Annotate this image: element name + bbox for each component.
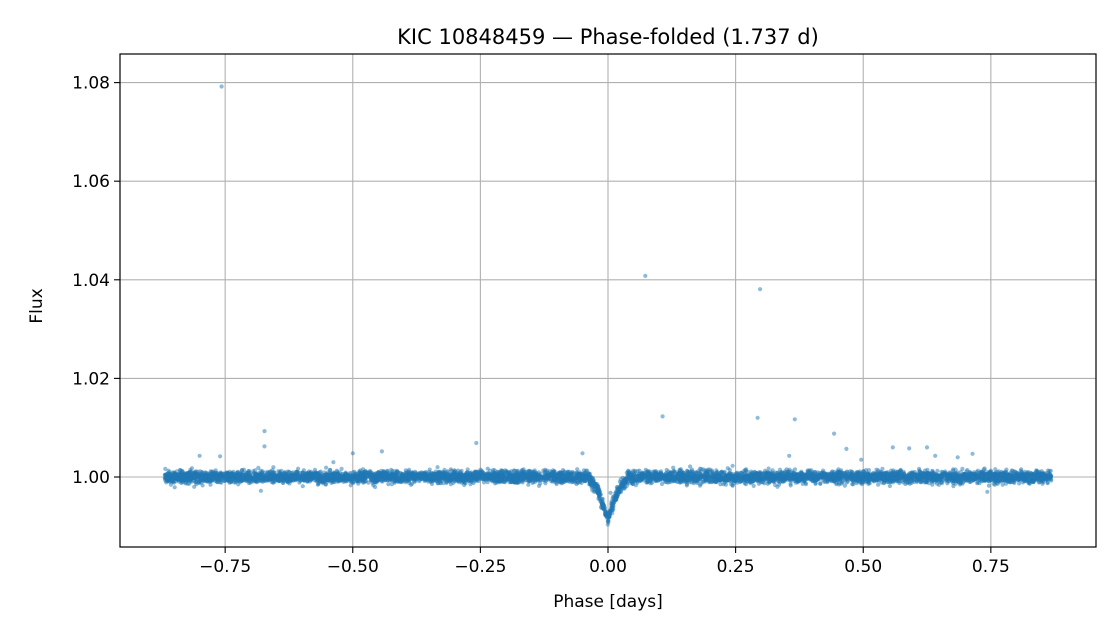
data-point xyxy=(407,467,412,472)
data-point xyxy=(389,467,394,472)
data-point xyxy=(386,482,391,487)
data-point xyxy=(659,481,665,487)
data-point xyxy=(324,465,329,470)
data-point xyxy=(448,467,453,472)
data-point xyxy=(880,466,885,471)
data-point xyxy=(406,480,412,485)
data-point xyxy=(953,467,958,472)
data-point xyxy=(725,466,730,471)
data-point xyxy=(951,484,956,489)
data-point xyxy=(671,468,676,473)
data-point xyxy=(575,467,580,472)
data-point xyxy=(256,465,261,470)
data-point xyxy=(874,467,879,472)
data-point xyxy=(172,485,177,490)
data-point xyxy=(251,469,256,474)
data-point xyxy=(465,467,470,472)
data-point xyxy=(751,483,756,488)
data-point xyxy=(960,466,965,471)
data-point xyxy=(287,469,292,474)
data-point xyxy=(766,466,771,471)
data-point xyxy=(1036,480,1041,485)
data-point xyxy=(1000,482,1005,487)
grid-layer xyxy=(120,54,1096,547)
data-point xyxy=(788,481,793,486)
data-point xyxy=(1017,481,1022,486)
data-point xyxy=(442,467,447,472)
data-point xyxy=(730,463,735,468)
data-point xyxy=(887,483,893,489)
data-point xyxy=(993,467,998,472)
data-point xyxy=(163,466,168,471)
data-point xyxy=(452,468,457,473)
data-point xyxy=(236,482,241,487)
data-points-layer xyxy=(162,84,1054,527)
data-point xyxy=(876,482,881,487)
data-point xyxy=(208,482,213,487)
data-point xyxy=(688,464,693,469)
data-point xyxy=(1048,468,1053,473)
data-point xyxy=(940,481,945,486)
data-point xyxy=(435,465,440,470)
data-point xyxy=(300,484,305,489)
data-point xyxy=(671,465,676,470)
data-point xyxy=(698,482,703,487)
data-point xyxy=(246,469,251,474)
data-point xyxy=(339,466,344,471)
